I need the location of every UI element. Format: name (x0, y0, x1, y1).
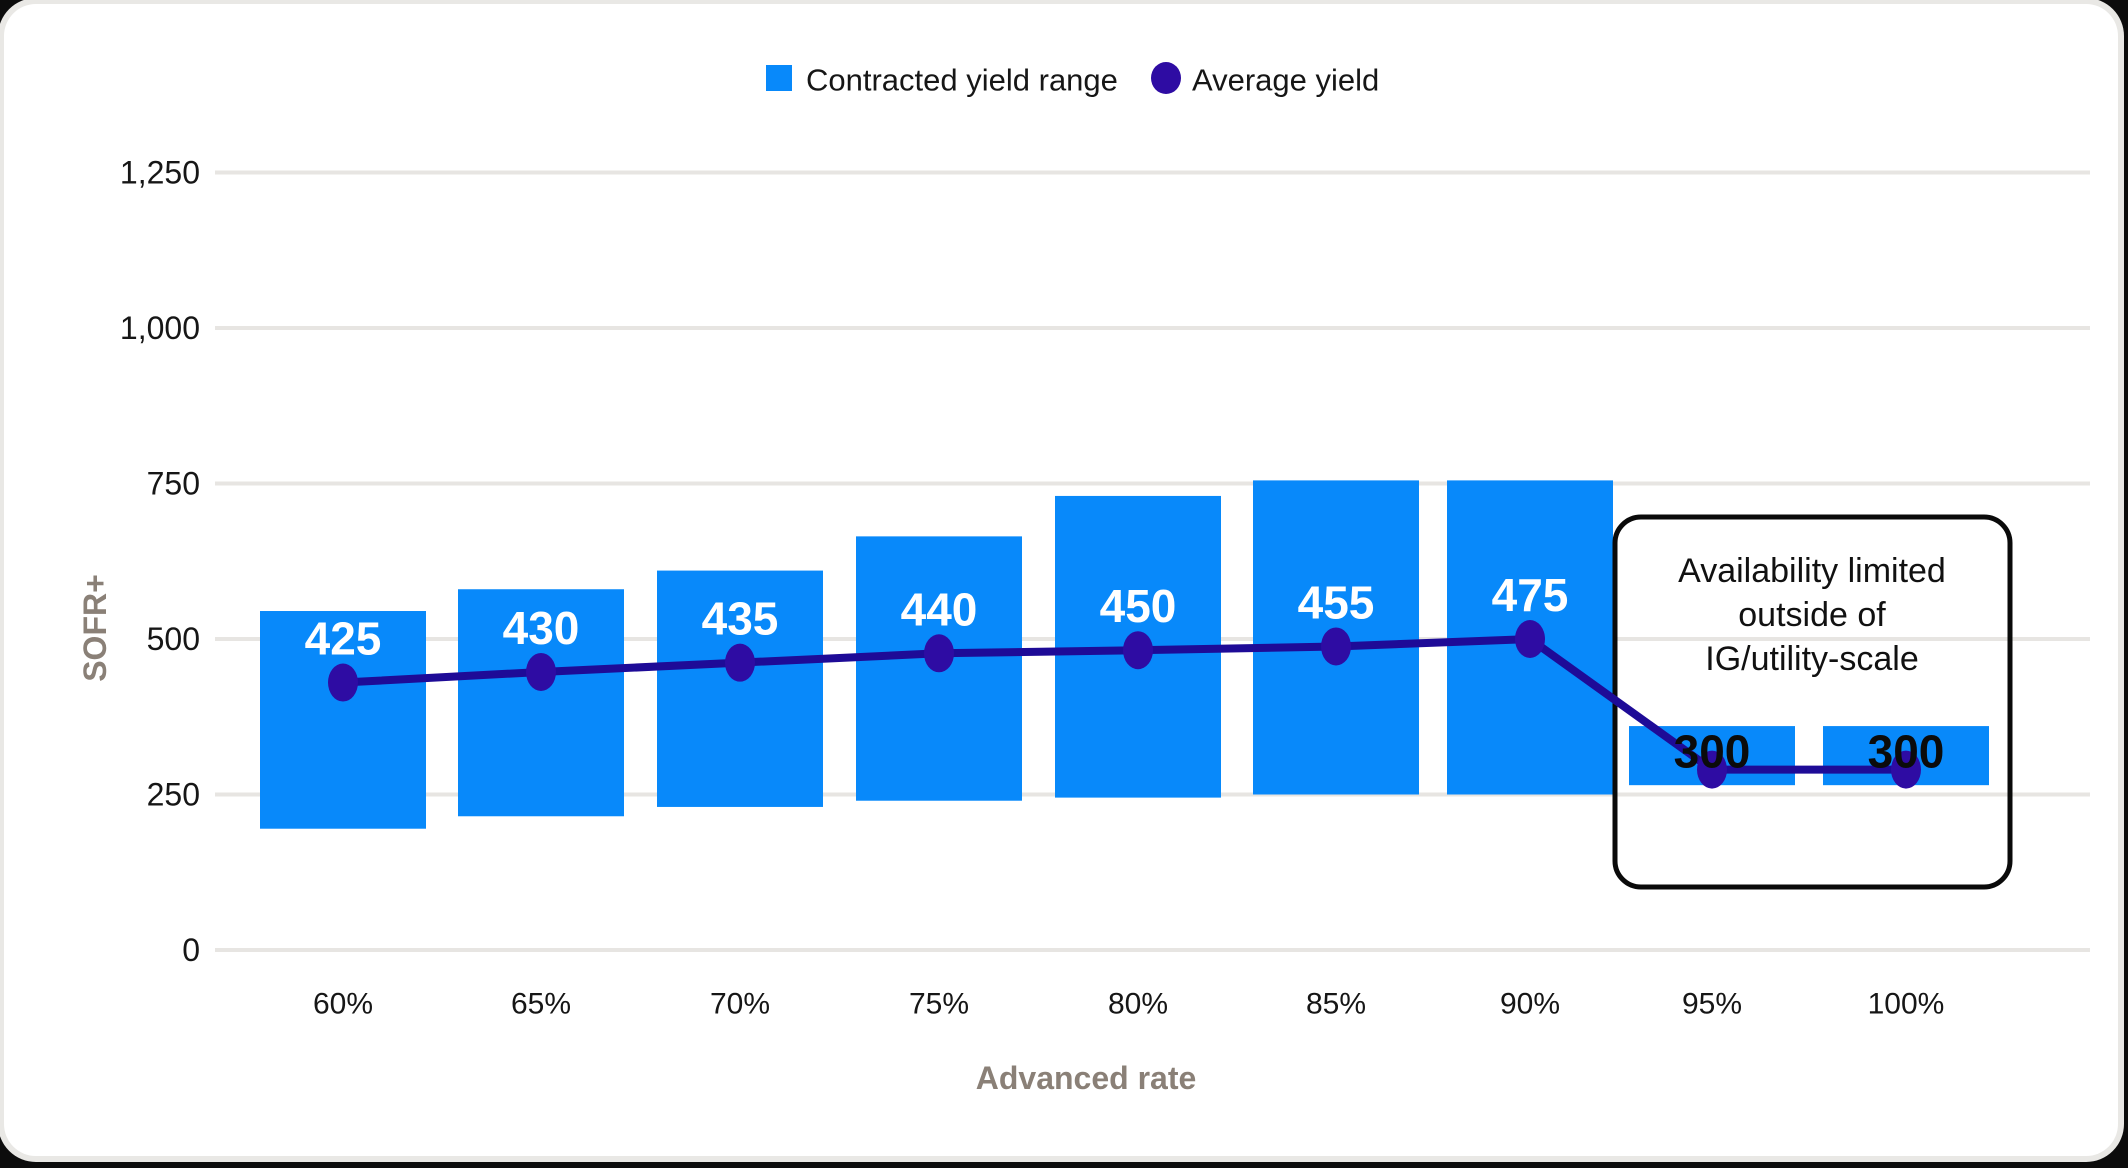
average-yield-dot-80% (1123, 631, 1153, 670)
value-label-65%: 430 (503, 602, 580, 654)
chart-canvas: Contracted yield range Average yield 0 250 5… (77, 62, 2090, 1096)
annotation-text: Availability limited outside of IG/utility… (1678, 552, 1946, 678)
x-tick-label-80%: 80% (1108, 988, 1168, 1021)
average-yield-dot-65% (526, 652, 556, 691)
annotation-line: IG/utility-scale (1705, 640, 1919, 678)
y-tick-label: 500 (147, 621, 200, 657)
y-tick-label: 1,250 (120, 155, 200, 191)
value-label-70%: 435 (702, 593, 779, 645)
x-tick-label-100%: 100% (1868, 988, 1945, 1021)
y-tick-label: 750 (147, 466, 200, 502)
legend-label-contracted-yield-range: Contracted yield range (806, 63, 1118, 98)
bar-70% (657, 570, 823, 807)
y-tick-label: 0 (182, 932, 200, 968)
average-yield-dot-95% (1697, 750, 1727, 789)
legend-label-average-yield: Average yield (1192, 63, 1379, 98)
value-label-60%: 425 (305, 613, 382, 665)
average-yield-dot-90% (1515, 620, 1545, 658)
value-label-85%: 455 (1298, 576, 1375, 628)
bar-60% (260, 611, 426, 829)
x-axis-title: Advanced rate (976, 1060, 1197, 1096)
y-tick-label: 250 (147, 777, 200, 813)
chart-card: Contracted yield range Average yield 0 250 5… (4, 4, 2118, 1156)
x-tick-label-60%: 60% (313, 988, 373, 1021)
value-label-75%: 440 (901, 583, 978, 635)
value-label-90%: 475 (1492, 569, 1569, 621)
legend: Contracted yield range Average yield (766, 62, 1379, 98)
annotation-line: outside of (1738, 596, 1886, 634)
legend-circle-swatch-icon (1151, 62, 1181, 94)
x-tick-label-95%: 95% (1682, 988, 1742, 1021)
x-tick-label-85%: 85% (1306, 988, 1366, 1021)
legend-square-swatch-icon (766, 65, 792, 91)
value-label-100%: 300 (1868, 726, 1945, 778)
average-yield-dot-75% (924, 634, 954, 673)
x-tick-label-65%: 65% (511, 988, 571, 1021)
average-yield-dot-60% (328, 663, 358, 702)
x-tick-label-75%: 75% (909, 988, 969, 1021)
value-label-80%: 450 (1100, 580, 1177, 632)
bar-65% (458, 589, 624, 817)
average-yield-dot-85% (1321, 627, 1351, 666)
x-tick-label-70%: 70% (710, 988, 770, 1021)
y-axis-title: SOFR+ (77, 574, 113, 682)
average-yield-dot-100% (1891, 750, 1921, 789)
x-tick-label-90%: 90% (1500, 988, 1560, 1021)
value-label-95%: 300 (1674, 726, 1751, 778)
annotation-line: Availability limited (1678, 552, 1946, 590)
y-tick-label: 1,000 (120, 310, 200, 346)
average-yield-dot-70% (725, 643, 755, 682)
